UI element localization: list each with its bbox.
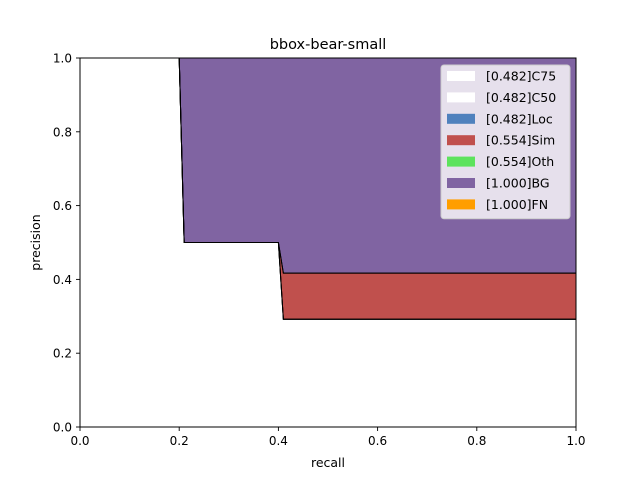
x-tick-label: 0.6 [368,434,387,448]
x-tick-label: 0.4 [269,434,288,448]
y-tick-label: 0.8 [53,125,72,139]
y-axis: 0.0 0.2 0.4 0.6 0.8 1.0 [53,52,80,435]
legend-swatch-0-554-oth [447,156,475,167]
legend-swatch-1-000-bg [447,178,475,188]
x-tick-label: 0.0 [70,434,89,448]
y-tick-label: 0.4 [53,273,72,287]
x-axis-label: recall [311,455,345,470]
legend-swatch-1-000-fn [447,199,475,210]
legend-label-0-482-loc: [0.482]Loc [486,111,553,126]
y-axis-label: precision [28,214,43,270]
x-tick-label: 1.0 [566,434,585,448]
y-tick-label: 0.2 [53,347,72,361]
legend-label-0-482-c75: [0.482]C75 [486,69,556,84]
legend-label-0-482-c50: [0.482]C50 [486,90,556,105]
legend: [0.482]C75 [0.482]C50 [0.482]Loc [0.554]Sim… [440,64,571,220]
plot-frame [79,57,577,428]
legend-label-1-000-fn: [1.000]FN [486,197,548,212]
legend-label-0-554-sim: [0.554]Sim [486,133,555,148]
area-0-482-c75 [80,58,576,427]
y-tick-label: 0.0 [53,421,72,435]
y-tick-label: 0.6 [53,199,72,213]
chart-title: bbox-bear-small [270,37,387,53]
legend-swatch-0-482-c75 [447,71,475,81]
legend-swatch-0-554-sim [447,135,475,146]
legend-label-1-000-bg: [1.000]BG [486,176,550,191]
area-0-554-sim [80,58,576,320]
y-tick-label: 1.0 [53,52,72,66]
x-tick-label: 0.8 [467,434,486,448]
legend-swatch-0-482-c50 [447,92,475,103]
legend-label-0-554-oth: [0.554]Oth [486,154,554,169]
legend-swatch-0-482-loc [447,113,475,124]
x-tick-label: 0.2 [170,434,189,448]
x-axis: 0.0 0.2 0.4 0.6 0.8 1.0 [70,427,586,448]
